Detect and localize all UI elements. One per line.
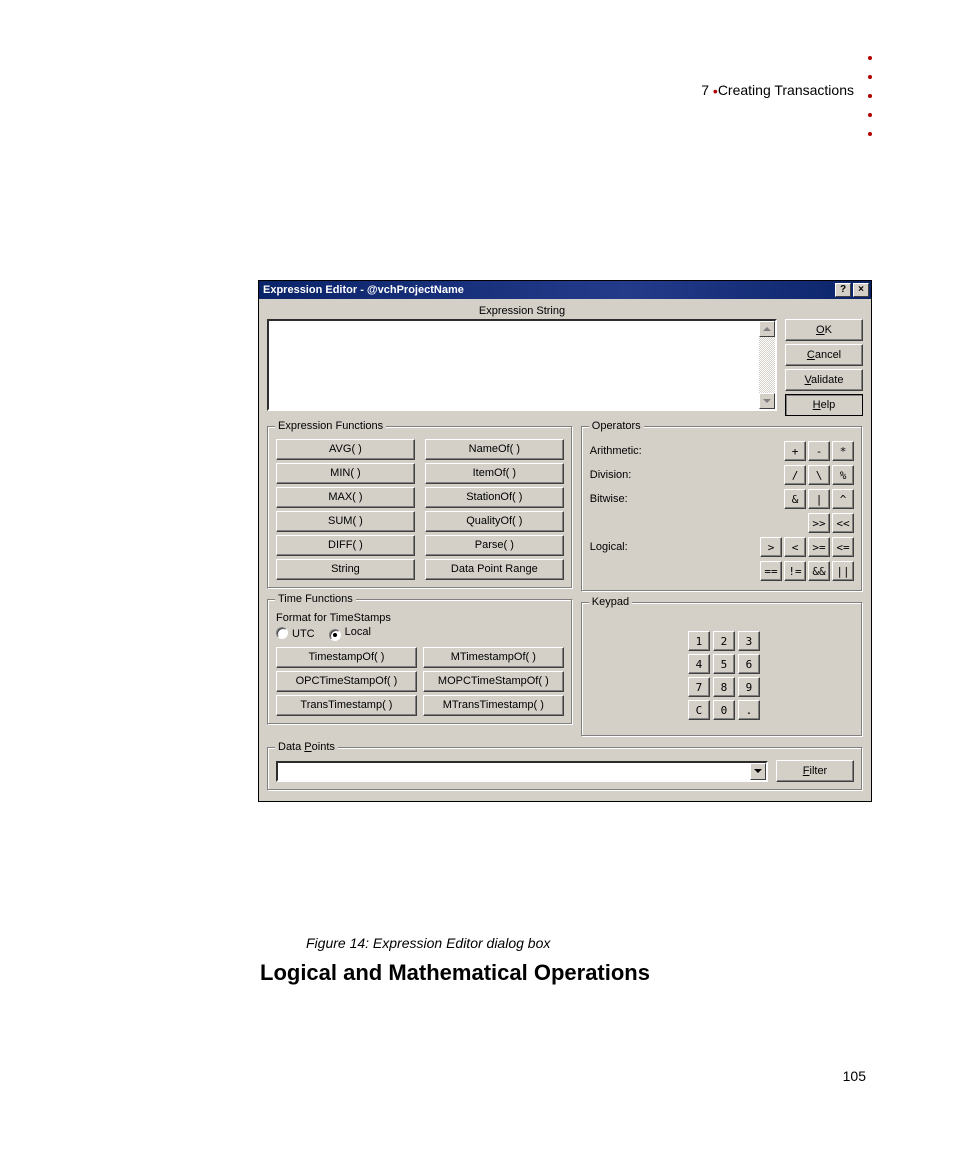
keypad-0-button[interactable]: 0 <box>713 700 735 720</box>
op-button[interactable]: << <box>832 513 854 533</box>
op-button[interactable]: \ <box>808 465 830 485</box>
window-title: Expression Editor - @vchProjectName <box>263 284 833 296</box>
expression-editor-dialog: Expression Editor - @vchProjectName ? × … <box>258 280 872 802</box>
op-button[interactable]: && <box>808 561 830 581</box>
op-button[interactable]: | <box>808 489 830 509</box>
fn-min-button[interactable]: MIN( ) <box>276 463 415 484</box>
fn-timestampof-button[interactable]: TimestampOf( ) <box>276 647 417 668</box>
fn-diff-button[interactable]: DIFF( ) <box>276 535 415 556</box>
fn-stationof-button[interactable]: StationOf( ) <box>425 487 564 508</box>
data-points-combo[interactable] <box>276 761 768 782</box>
fn-nameof-button[interactable]: NameOf( ) <box>425 439 564 460</box>
operator-row-label <box>590 559 668 583</box>
keypad-8-button[interactable]: 8 <box>713 677 735 697</box>
operator-row-label: Arithmetic: <box>590 439 668 463</box>
op-button[interactable]: <= <box>832 537 854 557</box>
keypad-4-button[interactable]: 4 <box>688 654 710 674</box>
fn-qualityof-button[interactable]: QualityOf( ) <box>425 511 564 532</box>
fn-parse-button[interactable]: Parse( ) <box>425 535 564 556</box>
operator-row-label: Division: <box>590 463 668 487</box>
figure-caption: Figure 14: Expression Editor dialog box <box>306 935 550 951</box>
data-points-legend: Data Points <box>275 741 338 753</box>
help-button[interactable]: Help <box>785 394 863 416</box>
op-button[interactable]: || <box>832 561 854 581</box>
op-button[interactable]: == <box>760 561 782 581</box>
operator-row-label <box>590 511 668 535</box>
op-button[interactable]: - <box>808 441 830 461</box>
page-number: 105 <box>843 1068 866 1084</box>
keypad-.-button[interactable]: . <box>738 700 760 720</box>
keypad-legend: Keypad <box>589 596 632 608</box>
op-button[interactable]: ^ <box>832 489 854 509</box>
op-button[interactable]: % <box>832 465 854 485</box>
scroll-down-icon[interactable] <box>759 393 775 409</box>
fn-sum-button[interactable]: SUM( ) <box>276 511 415 532</box>
time-functions-group: Time Functions Format for TimeStamps UTC… <box>267 599 573 725</box>
local-radio[interactable]: Local <box>329 626 371 641</box>
utc-radio[interactable]: UTC <box>276 627 315 640</box>
chapter-number: 7 <box>701 82 709 98</box>
radio-icon <box>329 629 341 641</box>
op-button[interactable]: & <box>784 489 806 509</box>
expression-functions-group: Expression Functions AVG( )NameOf( )MIN(… <box>267 426 573 589</box>
cancel-button[interactable]: Cancel <box>785 344 863 366</box>
chapter-title: Creating Transactions <box>718 82 854 98</box>
op-button[interactable]: < <box>784 537 806 557</box>
keypad-2-button[interactable]: 2 <box>713 631 735 651</box>
page-header: 7 •Creating Transactions <box>701 82 854 99</box>
operator-row-label: Logical: <box>590 535 668 559</box>
data-points-group: Data Points Filter <box>267 747 863 791</box>
fn-max-button[interactable]: MAX( ) <box>276 487 415 508</box>
op-button[interactable]: != <box>784 561 806 581</box>
close-icon[interactable]: × <box>853 283 869 297</box>
header-dots <box>868 56 872 136</box>
section-heading: Logical and Mathematical Operations <box>260 960 650 986</box>
filter-button[interactable]: Filter <box>776 760 854 782</box>
fn-mtranstimestamp-button[interactable]: MTransTimestamp( ) <box>423 695 564 716</box>
op-button[interactable]: * <box>832 441 854 461</box>
keypad-3-button[interactable]: 3 <box>738 631 760 651</box>
fn-avg-button[interactable]: AVG( ) <box>276 439 415 460</box>
expression-string-label: Expression String <box>267 305 777 317</box>
fn-mopctimestampof-button[interactable]: MOPCTimeStampOf( ) <box>423 671 564 692</box>
radio-icon <box>276 627 288 639</box>
titlebar[interactable]: Expression Editor - @vchProjectName ? × <box>259 281 871 299</box>
fn-transtimestamp-button[interactable]: TransTimestamp( ) <box>276 695 417 716</box>
fn-string-button[interactable]: String <box>276 559 415 580</box>
time-functions-legend: Time Functions <box>275 593 356 605</box>
validate-button[interactable]: Validate <box>785 369 863 391</box>
ok-button[interactable]: OK <box>785 319 863 341</box>
help-icon[interactable]: ? <box>835 283 851 297</box>
operators-legend: Operators <box>589 420 644 432</box>
scroll-up-icon[interactable] <box>759 321 775 337</box>
expression-string-input[interactable] <box>267 319 777 411</box>
operator-row-label: Bitwise: <box>590 487 668 511</box>
scroll-track[interactable] <box>759 337 775 393</box>
keypad-6-button[interactable]: 6 <box>738 654 760 674</box>
fn-datapointrange-button[interactable]: Data Point Range <box>425 559 564 580</box>
keypad-7-button[interactable]: 7 <box>688 677 710 697</box>
keypad-9-button[interactable]: 9 <box>738 677 760 697</box>
keypad-1-button[interactable]: 1 <box>688 631 710 651</box>
op-button[interactable]: >= <box>808 537 830 557</box>
keypad-group: Keypad 123456789C0. <box>581 602 863 737</box>
fn-itemof-button[interactable]: ItemOf( ) <box>425 463 564 484</box>
operators-group: Operators Arithmetic:+-*Division:/\%Bitw… <box>581 426 863 592</box>
op-button[interactable]: >> <box>808 513 830 533</box>
keypad-C-button[interactable]: C <box>688 700 710 720</box>
fn-mtimestampof-button[interactable]: MTimestampOf( ) <box>423 647 564 668</box>
chevron-down-icon[interactable] <box>750 763 766 780</box>
scrollbar[interactable] <box>759 321 775 409</box>
op-button[interactable]: / <box>784 465 806 485</box>
fn-opctimestampof-button[interactable]: OPCTimeStampOf( ) <box>276 671 417 692</box>
timestamp-format-label: Format for TimeStamps <box>276 612 564 624</box>
keypad-5-button[interactable]: 5 <box>713 654 735 674</box>
expression-functions-legend: Expression Functions <box>275 420 386 432</box>
op-button[interactable]: + <box>784 441 806 461</box>
op-button[interactable]: > <box>760 537 782 557</box>
